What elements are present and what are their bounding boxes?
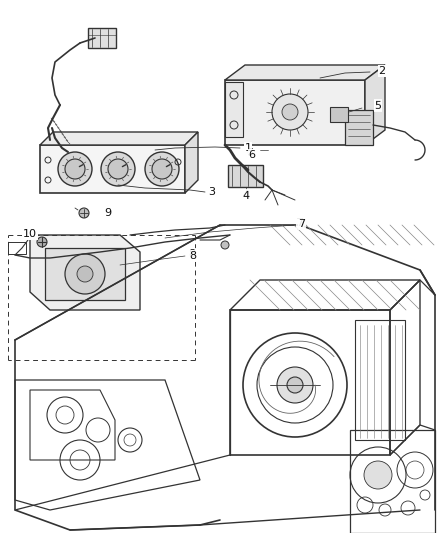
Text: 7: 7 — [297, 218, 304, 228]
Text: 3: 3 — [208, 187, 215, 197]
Circle shape — [77, 266, 93, 282]
Text: 9: 9 — [104, 208, 112, 218]
Text: 1: 1 — [244, 143, 251, 153]
Polygon shape — [225, 65, 385, 80]
Circle shape — [101, 152, 135, 186]
Text: 2: 2 — [378, 66, 385, 76]
Bar — [345, 110, 373, 145]
Text: 4: 4 — [243, 190, 250, 200]
Circle shape — [65, 254, 105, 294]
Circle shape — [282, 104, 298, 120]
Text: 8: 8 — [190, 251, 197, 261]
Circle shape — [364, 461, 392, 489]
Text: 2: 2 — [378, 66, 385, 76]
Text: 9: 9 — [104, 208, 112, 218]
Circle shape — [65, 159, 85, 179]
Polygon shape — [365, 65, 385, 145]
Circle shape — [272, 94, 308, 130]
Text: 6: 6 — [248, 150, 255, 160]
Circle shape — [108, 159, 128, 179]
Text: 4: 4 — [243, 191, 250, 201]
Circle shape — [79, 208, 89, 218]
Bar — [225, 82, 243, 137]
Text: 6: 6 — [247, 148, 254, 158]
Circle shape — [277, 367, 313, 403]
Polygon shape — [40, 145, 185, 193]
Bar — [8, 242, 26, 254]
Circle shape — [37, 237, 47, 247]
Circle shape — [145, 152, 179, 186]
Polygon shape — [40, 132, 198, 145]
Bar — [355, 320, 405, 440]
Polygon shape — [225, 80, 365, 145]
Circle shape — [152, 159, 172, 179]
Bar — [228, 165, 263, 187]
Text: 5: 5 — [374, 100, 381, 110]
Text: 7: 7 — [298, 219, 306, 229]
Bar — [88, 28, 116, 48]
Polygon shape — [185, 132, 198, 193]
Text: 8: 8 — [188, 249, 195, 259]
Text: 10: 10 — [23, 229, 37, 239]
Circle shape — [58, 152, 92, 186]
Text: 3: 3 — [208, 187, 215, 197]
Text: 5: 5 — [374, 101, 381, 111]
Text: 1: 1 — [244, 143, 251, 153]
Circle shape — [221, 241, 229, 249]
Polygon shape — [30, 235, 140, 310]
Bar — [45, 248, 125, 300]
Bar — [330, 107, 348, 122]
Text: 10: 10 — [23, 229, 37, 239]
Circle shape — [287, 377, 303, 393]
